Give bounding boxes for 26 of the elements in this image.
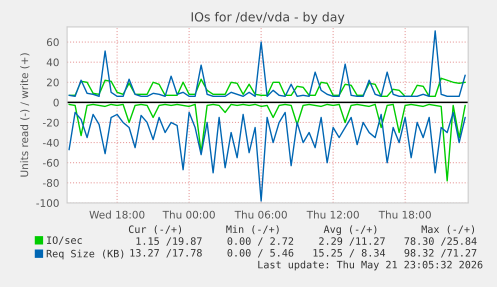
y-tick-label: -60 xyxy=(42,158,59,167)
y-axis-title: Units read (-) / write (+) xyxy=(20,53,30,177)
y-tick-label: -40 xyxy=(42,138,59,147)
y-tick-label: -80 xyxy=(42,179,59,187)
x-tick-label: Thu 06:00 xyxy=(234,210,287,219)
y-tick-label: -20 xyxy=(42,118,59,127)
x-tick-label: Wed 18:00 xyxy=(89,210,144,219)
text: 13.27 /17.78 0.00 / 5.46 15.25 / 8.34 98.32 /71.27 xyxy=(130,249,476,258)
y-tick-label: 20 xyxy=(46,78,59,86)
legend-label: IO/sec xyxy=(47,236,82,245)
x-tick-label: Thu 12:00 xyxy=(306,210,359,219)
y-tick-label: 0 xyxy=(54,98,59,106)
line-series xyxy=(68,30,466,98)
chart-title: IOs for /dev/vda - by day xyxy=(192,12,344,24)
y-tick-label: 40 xyxy=(46,58,59,66)
y-tick-label: 60 xyxy=(46,38,59,46)
text: Cur (-/+) Min (-/+) Avg (-/+) Max (-/+) xyxy=(128,225,474,236)
line-series xyxy=(68,104,466,182)
y-tick-label: -100 xyxy=(36,199,59,208)
line-series xyxy=(68,112,466,202)
x-tick-label: Thu 18:00 xyxy=(378,210,431,219)
line-series xyxy=(68,78,466,98)
text: Last update: Thu May 21 23:05:32 2026 xyxy=(258,260,482,270)
text: 1.15 /19.87 0.00 / 2.72 2.29 /11.27 78.30 /25.84 xyxy=(136,237,477,246)
x-tick-label: Thu 00:00 xyxy=(162,210,215,219)
legend-label: Req Size (KB) xyxy=(46,250,124,260)
